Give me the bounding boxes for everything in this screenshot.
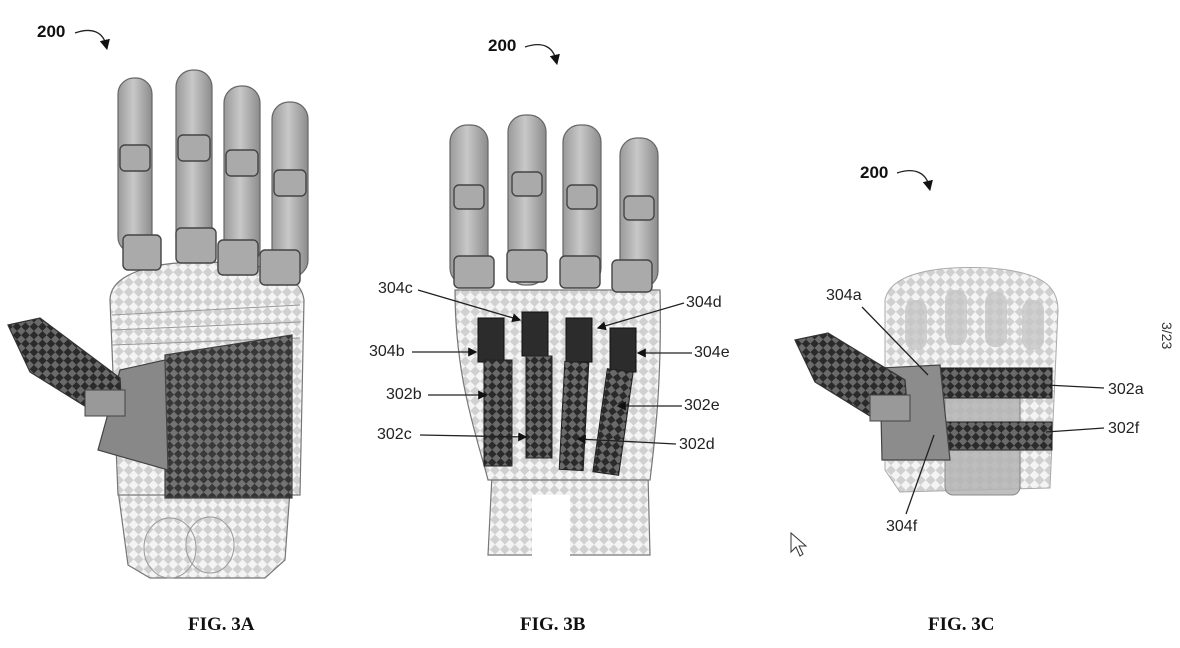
fig3b-caption: FIG. 3B <box>520 614 586 635</box>
mouse-cursor-icon <box>790 531 808 557</box>
fig3c-caption: FIG. 3C <box>928 614 995 635</box>
fig3a-hand-drawing <box>7 69 309 579</box>
label-302f: 302f <box>1108 420 1140 437</box>
figure-3a: 200 <box>7 22 309 635</box>
fig3c-hand-drawing <box>794 267 1059 496</box>
fig3b-ref-label: 200 <box>488 36 516 55</box>
figure-3c: 200 304a 302a 302f <box>794 163 1144 635</box>
label-304a: 304a <box>826 287 862 304</box>
label-302b: 302b <box>386 386 422 403</box>
page-number: 3/23 <box>1159 322 1175 349</box>
label-304c: 304c <box>378 280 413 297</box>
label-302c: 302c <box>377 426 412 443</box>
label-302d: 302d <box>679 436 715 453</box>
label-302e: 302e <box>684 397 720 414</box>
fig3a-ref-label: 200 <box>37 22 65 41</box>
label-304f: 304f <box>886 518 918 535</box>
fig3a-caption: FIG. 3A <box>188 614 255 635</box>
fig3c-ref-label: 200 <box>860 163 888 182</box>
label-304e: 304e <box>694 344 730 361</box>
fig3b-hand-drawing <box>449 114 661 557</box>
label-304b: 304b <box>369 343 405 360</box>
label-302a: 302a <box>1108 381 1144 398</box>
figure-3b: 200 <box>369 36 730 635</box>
label-304d: 304d <box>686 294 722 311</box>
